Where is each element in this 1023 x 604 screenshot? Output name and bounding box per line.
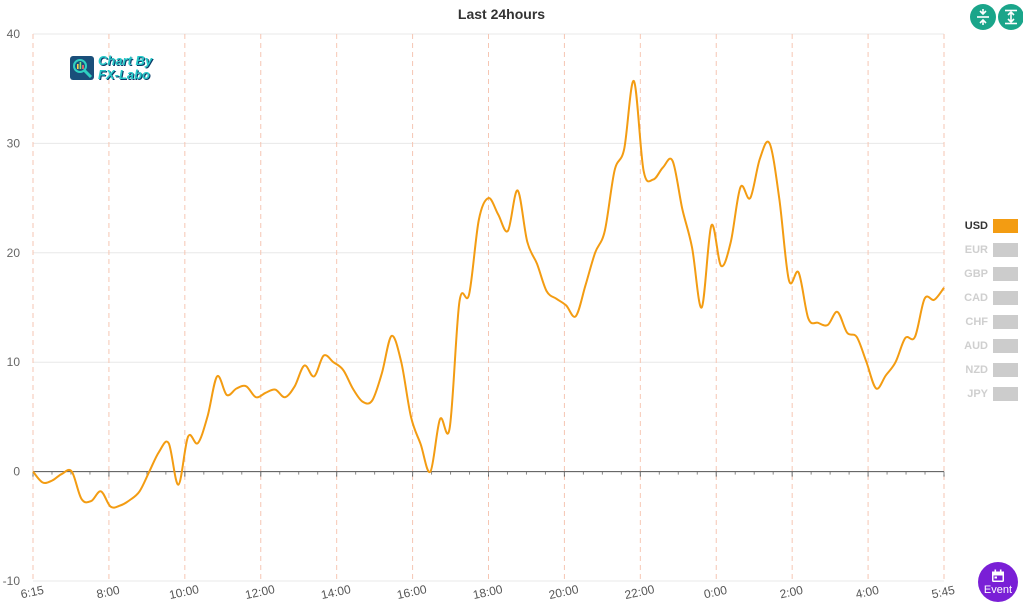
legend-label: EUR (964, 244, 988, 256)
chart-title: Last 24hours (457, 6, 546, 22)
legend-swatch (993, 267, 1018, 281)
legend-label: JPY (967, 388, 988, 400)
y-tick-label: 20 (7, 246, 21, 260)
legend-swatch (993, 291, 1018, 305)
x-tick-label: 12:00 (244, 582, 277, 602)
legend-item-nzd[interactable]: NZD (948, 358, 1018, 382)
y-tick-label: 40 (7, 27, 21, 41)
legend-swatch (993, 387, 1018, 401)
legend-swatch (993, 219, 1018, 233)
calendar-icon (992, 569, 1004, 582)
legend-label: USD (964, 220, 988, 232)
series-line-usd (32, 79, 945, 509)
x-tick-label: 14:00 (320, 582, 353, 602)
x-tick-label: 5:45 (930, 583, 956, 602)
logo-line-1: Chart By (98, 53, 153, 68)
legend-item-jpy[interactable]: JPY (948, 382, 1018, 406)
x-tick-label: 10:00 (168, 582, 201, 602)
legend-label: NZD (965, 364, 988, 376)
x-tick-label: 16:00 (396, 582, 429, 602)
expand-button[interactable] (998, 4, 1023, 30)
x-tick-label: 0:00 (703, 583, 729, 602)
legend-item-gbp[interactable]: GBP (948, 262, 1018, 286)
expand-vertical-icon (1005, 9, 1017, 25)
y-tick-label: 0 (13, 465, 20, 479)
legend-item-usd[interactable]: USD (948, 214, 1018, 238)
x-tick-label: 18:00 (472, 582, 505, 602)
compress-button[interactable] (970, 4, 996, 30)
legend-item-cad[interactable]: CAD (948, 286, 1018, 310)
y-tick-label: 30 (7, 136, 21, 150)
chart-legend: USD EUR GBP CAD CHF AUD NZD JPY (948, 214, 1018, 406)
legend-item-chf[interactable]: CHF (948, 310, 1018, 334)
legend-label: AUD (964, 340, 988, 352)
event-button-label: Event (983, 583, 1013, 596)
x-tick-label: 22:00 (623, 582, 656, 602)
y-tick-label: -10 (3, 574, 21, 588)
compress-vertical-icon (977, 9, 989, 25)
legend-item-aud[interactable]: AUD (948, 334, 1018, 358)
legend-swatch (993, 339, 1018, 353)
x-tick-label: 20:00 (547, 582, 580, 602)
x-tick-label: 2:00 (778, 583, 804, 602)
event-button[interactable]: Event (978, 562, 1018, 602)
x-tick-label: 6:15 (19, 583, 45, 602)
logo-line-2: FX-Labo (98, 67, 150, 82)
legend-label: CAD (964, 292, 988, 304)
chart-logo: Chart By FX-Labo (70, 54, 170, 84)
magnifier-chart-icon (70, 56, 94, 80)
x-tick-label: 4:00 (854, 583, 880, 602)
legend-item-eur[interactable]: EUR (948, 238, 1018, 262)
y-tick-label: 10 (7, 355, 21, 369)
legend-swatch (993, 363, 1018, 377)
logo-text: Chart By FX-Labo (98, 54, 152, 82)
legend-swatch (993, 243, 1018, 257)
legend-swatch (993, 315, 1018, 329)
legend-label: CHF (965, 316, 988, 328)
x-tick-label: 8:00 (95, 583, 121, 602)
legend-label: GBP (964, 268, 988, 280)
